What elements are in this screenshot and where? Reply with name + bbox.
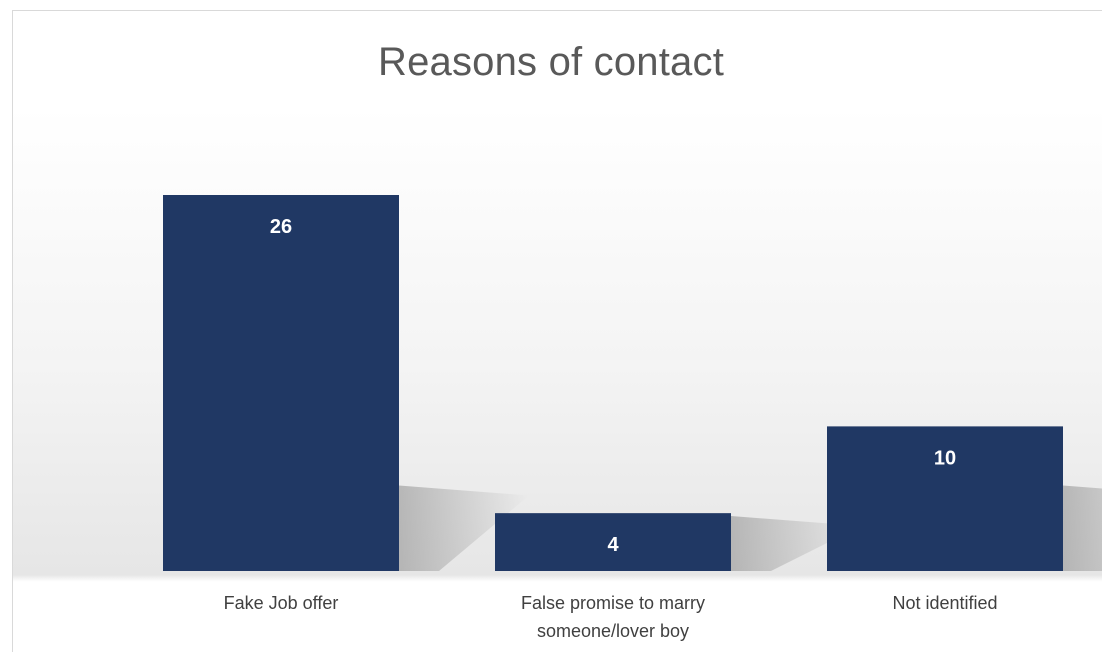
data-label-1: 26 — [270, 216, 292, 238]
bar-3 — [827, 426, 1063, 571]
category-label-1: Fake Job offer — [224, 593, 339, 613]
category-label-2-line-2: someone/lover boy — [537, 621, 689, 641]
data-label-2: 4 — [607, 534, 619, 556]
chart-title: Reasons of contact — [377, 40, 725, 84]
bar-shadow — [399, 485, 529, 571]
data-label-3: 10 — [934, 447, 956, 469]
bar-1 — [163, 195, 399, 571]
bar-2 — [495, 513, 731, 571]
bar-shadow — [1063, 485, 1102, 571]
category-label-3: Not identified — [892, 593, 997, 613]
category-label-2-line-1: False promise to marry — [521, 593, 705, 613]
